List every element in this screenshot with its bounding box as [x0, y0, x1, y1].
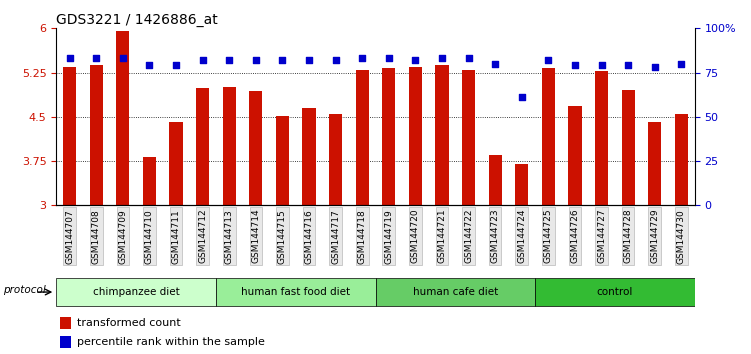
Text: GSM144710: GSM144710: [145, 209, 154, 264]
Bar: [409, 67, 422, 205]
Bar: [116, 31, 129, 205]
Text: GSM144729: GSM144729: [650, 209, 659, 263]
Text: GSM144726: GSM144726: [571, 209, 580, 263]
Point: [596, 63, 608, 68]
Point: [649, 64, 661, 70]
Point: [276, 57, 288, 63]
Text: protocol: protocol: [3, 285, 46, 296]
Bar: [170, 121, 182, 205]
Point: [569, 63, 581, 68]
Text: GSM144708: GSM144708: [92, 209, 101, 264]
Text: GSM144720: GSM144720: [411, 209, 420, 263]
Text: GDS3221 / 1426886_at: GDS3221 / 1426886_at: [56, 13, 218, 27]
Text: GSM144719: GSM144719: [385, 209, 394, 264]
Text: GSM144716: GSM144716: [304, 209, 313, 264]
Text: GSM144723: GSM144723: [490, 209, 499, 263]
FancyBboxPatch shape: [535, 278, 695, 306]
Point: [383, 56, 395, 61]
Point: [223, 57, 235, 63]
Text: GSM144727: GSM144727: [597, 209, 606, 263]
Bar: [249, 91, 262, 205]
Point: [675, 61, 687, 67]
Bar: [489, 155, 502, 205]
Point: [90, 56, 102, 61]
Text: GSM144714: GSM144714: [252, 209, 261, 263]
Point: [409, 57, 421, 63]
Bar: [622, 90, 635, 205]
Bar: [196, 88, 210, 205]
Text: GSM144725: GSM144725: [544, 209, 553, 263]
Point: [117, 56, 129, 61]
Point: [64, 56, 76, 61]
FancyBboxPatch shape: [56, 278, 216, 306]
Bar: [541, 68, 555, 205]
Point: [463, 56, 475, 61]
Point: [489, 61, 501, 67]
Point: [330, 57, 342, 63]
Bar: [436, 65, 448, 205]
Point: [436, 56, 448, 61]
FancyBboxPatch shape: [376, 278, 535, 306]
FancyBboxPatch shape: [216, 278, 376, 306]
Bar: [303, 108, 315, 205]
Text: percentile rank within the sample: percentile rank within the sample: [77, 337, 264, 347]
Point: [542, 57, 554, 63]
Text: human cafe diet: human cafe diet: [412, 287, 498, 297]
Point: [197, 57, 209, 63]
Point: [303, 57, 315, 63]
Bar: [674, 114, 688, 205]
Bar: [648, 121, 662, 205]
Bar: [63, 67, 77, 205]
Text: GSM144718: GSM144718: [357, 209, 366, 264]
Point: [170, 63, 182, 68]
Text: GSM144721: GSM144721: [438, 209, 447, 263]
Bar: [59, 336, 71, 348]
Bar: [276, 116, 289, 205]
Text: GSM144728: GSM144728: [623, 209, 632, 263]
Bar: [355, 70, 369, 205]
Text: transformed count: transformed count: [77, 318, 180, 329]
Text: GSM144730: GSM144730: [677, 209, 686, 264]
Text: GSM144707: GSM144707: [65, 209, 74, 264]
Bar: [595, 72, 608, 205]
Text: control: control: [597, 287, 633, 297]
Point: [356, 56, 368, 61]
Text: GSM144724: GSM144724: [517, 209, 526, 263]
Bar: [382, 68, 396, 205]
Bar: [462, 70, 475, 205]
Text: GSM144711: GSM144711: [171, 209, 180, 264]
Point: [250, 57, 262, 63]
Bar: [89, 65, 103, 205]
Text: GSM144713: GSM144713: [225, 209, 234, 264]
Text: chimpanzee diet: chimpanzee diet: [92, 287, 179, 297]
Bar: [143, 157, 156, 205]
Bar: [329, 114, 342, 205]
Text: GSM144712: GSM144712: [198, 209, 207, 263]
Point: [516, 95, 528, 100]
Text: GSM144709: GSM144709: [119, 209, 128, 264]
Text: GSM144722: GSM144722: [464, 209, 473, 263]
Text: GSM144717: GSM144717: [331, 209, 340, 264]
Bar: [59, 318, 71, 329]
Point: [622, 63, 634, 68]
Bar: [569, 106, 581, 205]
Point: [143, 63, 155, 68]
Text: GSM144715: GSM144715: [278, 209, 287, 264]
Bar: [515, 164, 529, 205]
Bar: [222, 87, 236, 205]
Text: human fast food diet: human fast food diet: [241, 287, 350, 297]
